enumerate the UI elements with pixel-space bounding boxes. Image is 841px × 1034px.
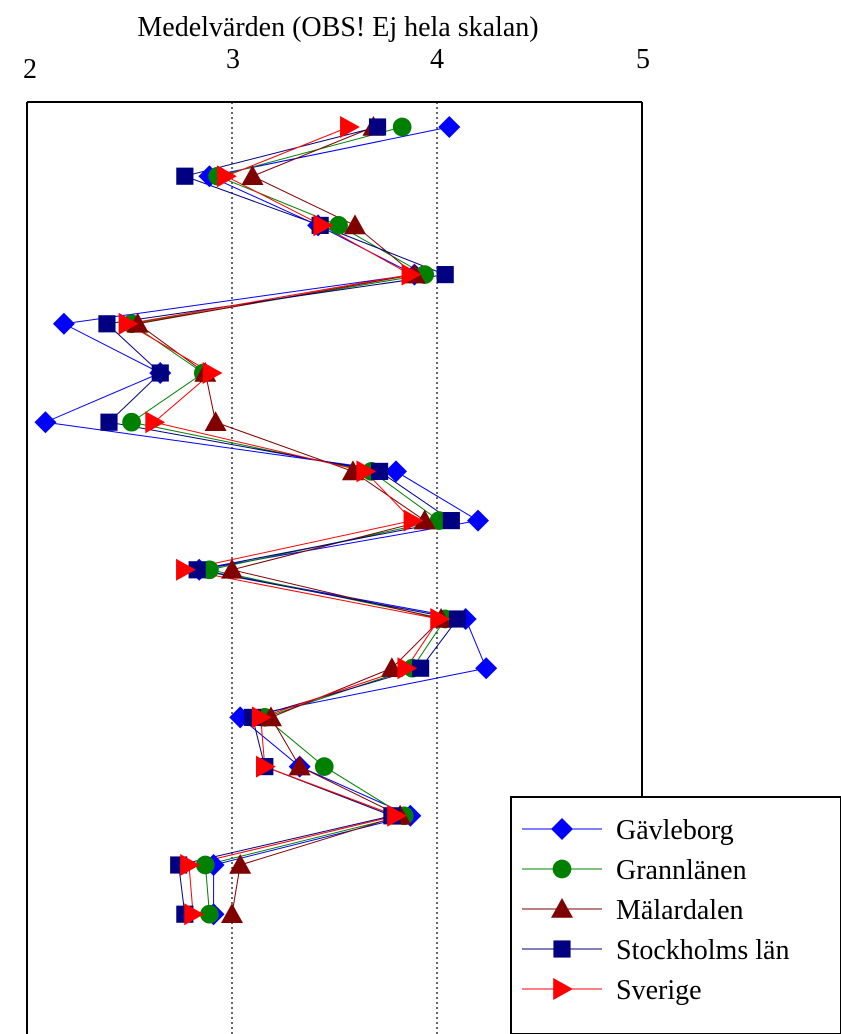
circle-marker	[122, 412, 141, 432]
x-axis-ticks: 2 3 4 5	[23, 44, 650, 85]
circle-marker	[552, 859, 572, 879]
triangle-right-marker	[176, 558, 196, 581]
legend-label: Gävleborg	[616, 815, 734, 846]
square-marker	[448, 610, 467, 628]
series-line	[126, 126, 440, 915]
triangle-right-marker	[401, 263, 422, 286]
triangle-right-marker	[256, 755, 276, 778]
triangle-marker	[413, 509, 436, 530]
x-tick-label: 4	[430, 44, 444, 75]
triangle-right-marker	[118, 312, 139, 335]
triangle-marker	[344, 214, 366, 235]
chart-title: Medelvärden (OBS! Ej hela skalan)	[137, 12, 538, 43]
circle-marker	[196, 855, 215, 875]
square-marker	[176, 167, 194, 185]
diamond-marker	[34, 411, 57, 434]
triangle-right-marker	[397, 657, 418, 680]
square-marker	[98, 315, 116, 333]
triangle-right-marker	[184, 903, 205, 926]
diamond-marker	[475, 657, 498, 680]
triangle-right-marker	[430, 608, 451, 630]
legend-label: Sverige	[616, 975, 702, 1006]
gridlines	[231, 102, 438, 1034]
triangle-right-marker	[553, 978, 573, 1000]
triangle-marker	[288, 755, 311, 776]
triangle-marker	[221, 903, 243, 923]
diamond-marker	[385, 460, 407, 483]
diamond-marker	[52, 312, 75, 335]
x-tick-label: 5	[636, 44, 650, 75]
square-marker	[412, 659, 430, 677]
triangle-marker	[380, 657, 403, 677]
triangle-marker	[221, 558, 243, 579]
x-tick-label: 3	[226, 44, 240, 75]
circle-marker	[314, 757, 334, 776]
triangle-right-marker	[202, 362, 223, 384]
triangle-right-marker	[251, 706, 272, 729]
triangle-marker	[241, 165, 264, 185]
square-marker	[371, 462, 389, 480]
square-marker	[100, 413, 118, 431]
diamond-marker	[438, 116, 461, 138]
legend-label: Mälardalen	[616, 895, 744, 926]
triangle-right-marker	[356, 460, 377, 483]
triangle-right-marker	[387, 804, 407, 827]
triangle-marker	[126, 312, 149, 333]
x-tick-label: 2	[23, 54, 37, 85]
square-marker	[436, 266, 454, 284]
square-marker	[553, 940, 571, 958]
series-line	[130, 126, 447, 915]
diamond-marker	[467, 509, 489, 532]
triangle-right-marker	[217, 165, 237, 188]
legend-label: Grannlänen	[616, 855, 747, 886]
legend-label: Stockholms län	[616, 935, 789, 966]
triangle-marker	[229, 854, 252, 874]
square-marker	[151, 364, 169, 382]
legend: Gävleborg Grannlänen Mälardalen Stockholms …	[510, 796, 841, 1034]
triangle-marker	[551, 898, 573, 918]
triangle-right-marker	[180, 854, 200, 876]
triangle-right-marker	[313, 214, 334, 237]
triangle-marker	[259, 706, 282, 727]
square-marker	[442, 512, 460, 530]
square-marker	[368, 118, 387, 136]
diamond-marker	[551, 818, 573, 840]
circle-marker	[200, 904, 219, 924]
triangle-right-marker	[340, 116, 360, 138]
circle-marker	[392, 117, 412, 137]
triangle-right-marker	[145, 411, 166, 434]
series-layer	[34, 116, 498, 926]
circle-marker	[329, 216, 348, 235]
triangle-right-marker	[403, 509, 424, 532]
series-line	[136, 126, 443, 915]
square-marker	[188, 561, 206, 579]
triangle-marker	[204, 411, 227, 431]
